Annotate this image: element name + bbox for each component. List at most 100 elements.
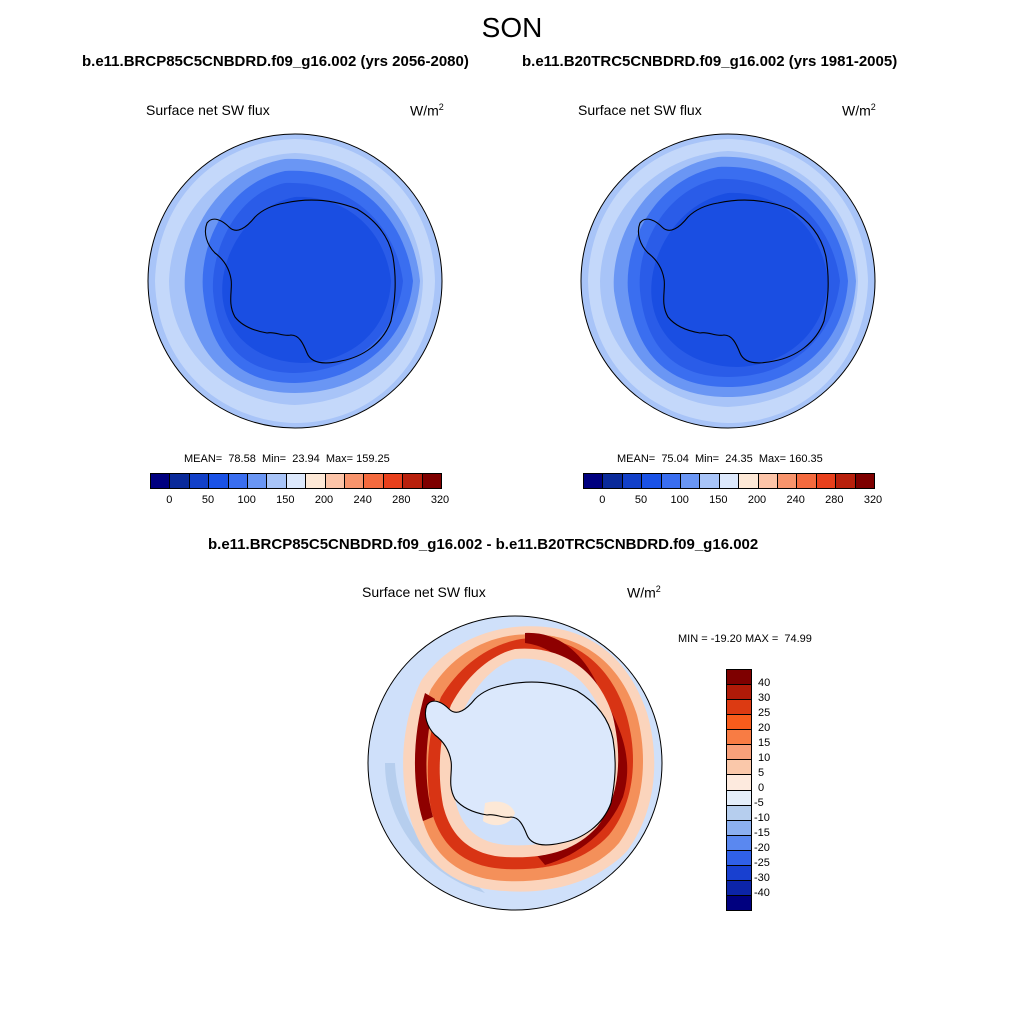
colorbar-segment — [345, 474, 365, 488]
panel2-colorbar-ticks: 0 50 100 150 200 240 280 320 — [583, 494, 882, 508]
panel1-antarctica-coastline — [204, 199, 396, 364]
colorbar-tick-label: 280 — [825, 494, 844, 506]
panel3-stats: MIN = -19.20 MAX = 74.99 — [678, 633, 812, 645]
colorbar-tick-label: 10 — [758, 752, 771, 764]
colorbar-segment — [727, 880, 751, 896]
colorbar-tick-label: -5 — [754, 797, 764, 809]
colorbar-segment — [364, 474, 384, 488]
panel3-units-label: W/m2 — [627, 584, 661, 601]
colorbar-segment — [855, 474, 875, 488]
colorbar-segment — [727, 700, 751, 716]
colorbar-tick-label: 0 — [599, 494, 606, 506]
colorbar-segment — [727, 805, 751, 821]
colorbar-segment — [189, 474, 210, 488]
colorbar-segment — [727, 685, 751, 701]
colorbar-segment — [642, 474, 662, 488]
panel2-antarctica-coastline — [637, 199, 829, 364]
colorbar-segment — [727, 790, 751, 806]
colorbar-segment — [151, 474, 171, 488]
panel2-polar-map — [580, 133, 876, 429]
colorbar-tick-label: 240 — [353, 494, 372, 506]
panel1-colorbar — [150, 473, 442, 489]
colorbar-segment — [661, 474, 682, 488]
panel2-variable-label: Surface net SW flux — [578, 102, 702, 118]
colorbar-tick-label: -40 — [754, 887, 770, 899]
future-case-title: b.e11.BRCP85C5CNBDRD.f09_g16.002 (yrs 20… — [82, 53, 469, 70]
panel3-colorbar — [726, 669, 752, 911]
colorbar-segment — [727, 895, 751, 910]
panel3-antarctica-coastline — [424, 681, 616, 846]
colorbar-tick-label: 150 — [709, 494, 728, 506]
colorbar-tick-label: -20 — [754, 842, 770, 854]
colorbar-tick-label: 30 — [758, 692, 771, 704]
colorbar-segment — [727, 745, 751, 761]
panel2-stats: MEAN= 75.04 Min= 24.35 Max= 160.35 — [617, 453, 823, 465]
colorbar-segment — [816, 474, 837, 488]
colorbar-tick-label: 50 — [634, 494, 648, 506]
colorbar-segment — [727, 850, 751, 866]
colorbar-tick-label: 280 — [392, 494, 411, 506]
colorbar-tick-label: 100 — [670, 494, 689, 506]
colorbar-segment — [622, 474, 643, 488]
colorbar-tick-label: 0 — [758, 782, 765, 794]
colorbar-segment — [267, 474, 287, 488]
colorbar-tick-label: 200 — [314, 494, 334, 506]
colorbar-tick-label: 200 — [747, 494, 767, 506]
panel3-colorbar-labels: 40 30 25 20 15 10 5 0 -5 -10 -15 -20 -25 -30 -40 — [754, 669, 808, 909]
panel1-variable-label: Surface net SW flux — [146, 102, 270, 118]
colorbar-tick-label: 50 — [201, 494, 215, 506]
colorbar-tick-label: 240 — [786, 494, 805, 506]
panel1-colorbar-ticks: 0 50 100 150 200 240 280 320 — [150, 494, 449, 508]
colorbar-segment — [727, 715, 751, 731]
colorbar-tick-label: 25 — [758, 707, 771, 719]
colorbar-tick-label: 5 — [758, 767, 765, 779]
colorbar-segment — [209, 474, 229, 488]
colorbar-segment — [727, 820, 751, 836]
colorbar-segment — [306, 474, 326, 488]
colorbar-segment — [248, 474, 268, 488]
season-title: SON — [481, 12, 543, 43]
colorbar-tick-label: -30 — [754, 872, 770, 884]
colorbar-tick-label: 0 — [166, 494, 173, 506]
colorbar-segment — [727, 775, 751, 791]
panel2-colorbar — [583, 473, 875, 489]
colorbar-segment — [836, 474, 856, 488]
colorbar-segment — [681, 474, 701, 488]
colorbar-segment — [778, 474, 798, 488]
colorbar-segment — [727, 670, 751, 686]
panel1-polar-map — [147, 133, 443, 429]
panel1-stats: MEAN= 78.58 Min= 23.94 Max= 159.25 — [184, 453, 390, 465]
panel2-units-label: W/m2 — [842, 102, 876, 119]
colorbar-tick-label: 100 — [237, 494, 256, 506]
colorbar-segment — [797, 474, 817, 488]
colorbar-segment — [228, 474, 249, 488]
colorbar-segment — [286, 474, 307, 488]
colorbar-segment — [739, 474, 759, 488]
colorbar-segment — [727, 760, 751, 776]
panel3-variable-label: Surface net SW flux — [362, 584, 486, 600]
colorbar-segment — [727, 730, 751, 746]
hist-case-title: b.e11.B20TRC5CNBDRD.f09_g16.002 (yrs 198… — [522, 53, 898, 70]
colorbar-segment — [727, 835, 751, 851]
colorbar-tick-label: 15 — [758, 737, 771, 749]
colorbar-segment — [603, 474, 623, 488]
colorbar-tick-label: -25 — [754, 857, 770, 869]
colorbar-segment — [403, 474, 423, 488]
colorbar-tick-label: 40 — [758, 677, 771, 689]
colorbar-tick-label: 20 — [758, 722, 771, 734]
colorbar-tick-label: 150 — [276, 494, 295, 506]
colorbar-tick-label: 320 — [863, 494, 883, 506]
colorbar-segment — [422, 474, 442, 488]
colorbar-tick-label: -10 — [754, 812, 770, 824]
panel1-units-label: W/m2 — [410, 102, 444, 119]
panel3-difference-map — [367, 615, 663, 911]
colorbar-segment — [584, 474, 604, 488]
colorbar-segment — [727, 865, 751, 881]
colorbar-segment — [170, 474, 190, 488]
colorbar-segment — [719, 474, 740, 488]
colorbar-tick-label: -15 — [754, 827, 770, 839]
colorbar-segment — [758, 474, 779, 488]
colorbar-segment — [700, 474, 720, 488]
colorbar-tick-label: 320 — [430, 494, 450, 506]
difference-title: b.e11.BRCP85C5CNBDRD.f09_g16.002 - b.e11… — [208, 536, 759, 553]
